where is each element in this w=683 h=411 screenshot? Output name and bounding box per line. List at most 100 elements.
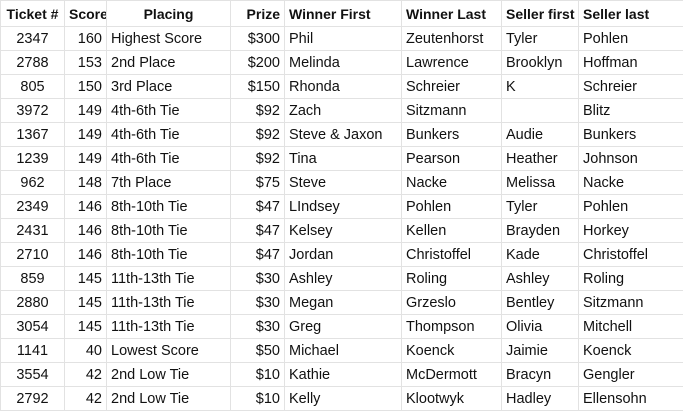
cell-score[interactable]: 146	[65, 195, 107, 219]
cell-winner-first[interactable]: Rhonda	[285, 75, 402, 99]
cell-winner-first[interactable]: Tina	[285, 147, 402, 171]
cell-winner-first[interactable]: Kelly	[285, 387, 402, 411]
cell-winner-first[interactable]: Kathie	[285, 363, 402, 387]
cell-winner-last[interactable]: Thompson	[402, 315, 502, 339]
cell-prize[interactable]: $150	[231, 75, 285, 99]
cell-winner-last[interactable]: Zeutenhorst	[402, 27, 502, 51]
cell-seller-last[interactable]: Pohlen	[579, 27, 683, 51]
cell-seller-last[interactable]: Sitzmann	[579, 291, 683, 315]
cell-prize[interactable]: $10	[231, 363, 285, 387]
cell-ticket[interactable]: 2880	[1, 291, 65, 315]
cell-seller-last[interactable]: Mitchell	[579, 315, 683, 339]
cell-placing[interactable]: 8th-10th Tie	[107, 243, 231, 267]
cell-seller-first[interactable]: Brooklyn	[502, 51, 579, 75]
cell-placing[interactable]: Highest Score	[107, 27, 231, 51]
cell-winner-last[interactable]: Pearson	[402, 147, 502, 171]
cell-score[interactable]: 145	[65, 291, 107, 315]
cell-ticket[interactable]: 859	[1, 267, 65, 291]
cell-winner-first[interactable]: Jordan	[285, 243, 402, 267]
cell-seller-last[interactable]: Koenck	[579, 339, 683, 363]
cell-prize[interactable]: $30	[231, 315, 285, 339]
cell-ticket[interactable]: 2431	[1, 219, 65, 243]
cell-seller-first[interactable]	[502, 99, 579, 123]
cell-ticket[interactable]: 962	[1, 171, 65, 195]
cell-score[interactable]: 149	[65, 99, 107, 123]
cell-seller-first[interactable]: Brayden	[502, 219, 579, 243]
cell-winner-first[interactable]: Michael	[285, 339, 402, 363]
cell-winner-first[interactable]: Steve & Jaxon	[285, 123, 402, 147]
cell-ticket[interactable]: 805	[1, 75, 65, 99]
cell-winner-first[interactable]: LIndsey	[285, 195, 402, 219]
cell-placing[interactable]: 2nd Place	[107, 51, 231, 75]
cell-ticket[interactable]: 3972	[1, 99, 65, 123]
cell-seller-last[interactable]: Horkey	[579, 219, 683, 243]
cell-seller-first[interactable]: Heather	[502, 147, 579, 171]
cell-ticket[interactable]: 3554	[1, 363, 65, 387]
cell-winner-last[interactable]: Klootwyk	[402, 387, 502, 411]
cell-prize[interactable]: $47	[231, 195, 285, 219]
cell-placing[interactable]: 4th-6th Tie	[107, 123, 231, 147]
cell-winner-first[interactable]: Melinda	[285, 51, 402, 75]
cell-seller-last[interactable]: Johnson	[579, 147, 683, 171]
cell-prize[interactable]: $47	[231, 219, 285, 243]
cell-seller-first[interactable]: Tyler	[502, 27, 579, 51]
cell-winner-last[interactable]: Christoffel	[402, 243, 502, 267]
cell-score[interactable]: 150	[65, 75, 107, 99]
cell-seller-last[interactable]: Ellensohn	[579, 387, 683, 411]
cell-seller-first[interactable]: Melissa	[502, 171, 579, 195]
cell-ticket[interactable]: 2349	[1, 195, 65, 219]
cell-score[interactable]: 148	[65, 171, 107, 195]
cell-seller-last[interactable]: Schreier	[579, 75, 683, 99]
cell-score[interactable]: 160	[65, 27, 107, 51]
cell-prize[interactable]: $92	[231, 123, 285, 147]
cell-winner-first[interactable]: Steve	[285, 171, 402, 195]
cell-winner-last[interactable]: Grzeslo	[402, 291, 502, 315]
cell-winner-last[interactable]: McDermott	[402, 363, 502, 387]
cell-placing[interactable]: 8th-10th Tie	[107, 219, 231, 243]
cell-seller-last[interactable]: Gengler	[579, 363, 683, 387]
cell-placing[interactable]: 4th-6th Tie	[107, 147, 231, 171]
cell-seller-last[interactable]: Bunkers	[579, 123, 683, 147]
cell-placing[interactable]: Lowest Score	[107, 339, 231, 363]
cell-prize[interactable]: $200	[231, 51, 285, 75]
cell-score[interactable]: 42	[65, 363, 107, 387]
cell-score[interactable]: 145	[65, 267, 107, 291]
cell-winner-last[interactable]: Sitzmann	[402, 99, 502, 123]
cell-score[interactable]: 146	[65, 243, 107, 267]
cell-winner-first[interactable]: Zach	[285, 99, 402, 123]
cell-prize[interactable]: $92	[231, 147, 285, 171]
cell-winner-first[interactable]: Greg	[285, 315, 402, 339]
cell-seller-first[interactable]: Hadley	[502, 387, 579, 411]
cell-prize[interactable]: $92	[231, 99, 285, 123]
cell-ticket[interactable]: 2792	[1, 387, 65, 411]
cell-score[interactable]: 149	[65, 123, 107, 147]
cell-prize[interactable]: $300	[231, 27, 285, 51]
cell-winner-last[interactable]: Schreier	[402, 75, 502, 99]
cell-seller-first[interactable]: Bentley	[502, 291, 579, 315]
cell-ticket[interactable]: 1367	[1, 123, 65, 147]
cell-score[interactable]: 145	[65, 315, 107, 339]
cell-ticket[interactable]: 1239	[1, 147, 65, 171]
cell-winner-last[interactable]: Nacke	[402, 171, 502, 195]
cell-placing[interactable]: 8th-10th Tie	[107, 195, 231, 219]
cell-prize[interactable]: $30	[231, 291, 285, 315]
cell-winner-last[interactable]: Koenck	[402, 339, 502, 363]
cell-winner-first[interactable]: Phil	[285, 27, 402, 51]
cell-score[interactable]: 42	[65, 387, 107, 411]
cell-placing[interactable]: 11th-13th Tie	[107, 315, 231, 339]
cell-placing[interactable]: 4th-6th Tie	[107, 99, 231, 123]
cell-prize[interactable]: $47	[231, 243, 285, 267]
cell-seller-first[interactable]: Ashley	[502, 267, 579, 291]
cell-winner-last[interactable]: Kellen	[402, 219, 502, 243]
cell-ticket[interactable]: 2788	[1, 51, 65, 75]
cell-placing[interactable]: 11th-13th Tie	[107, 267, 231, 291]
cell-winner-last[interactable]: Bunkers	[402, 123, 502, 147]
cell-placing[interactable]: 11th-13th Tie	[107, 291, 231, 315]
cell-ticket[interactable]: 3054	[1, 315, 65, 339]
cell-score[interactable]: 146	[65, 219, 107, 243]
cell-seller-last[interactable]: Blitz	[579, 99, 683, 123]
cell-prize[interactable]: $50	[231, 339, 285, 363]
cell-seller-first[interactable]: K	[502, 75, 579, 99]
cell-prize[interactable]: $10	[231, 387, 285, 411]
cell-placing[interactable]: 3rd Place	[107, 75, 231, 99]
